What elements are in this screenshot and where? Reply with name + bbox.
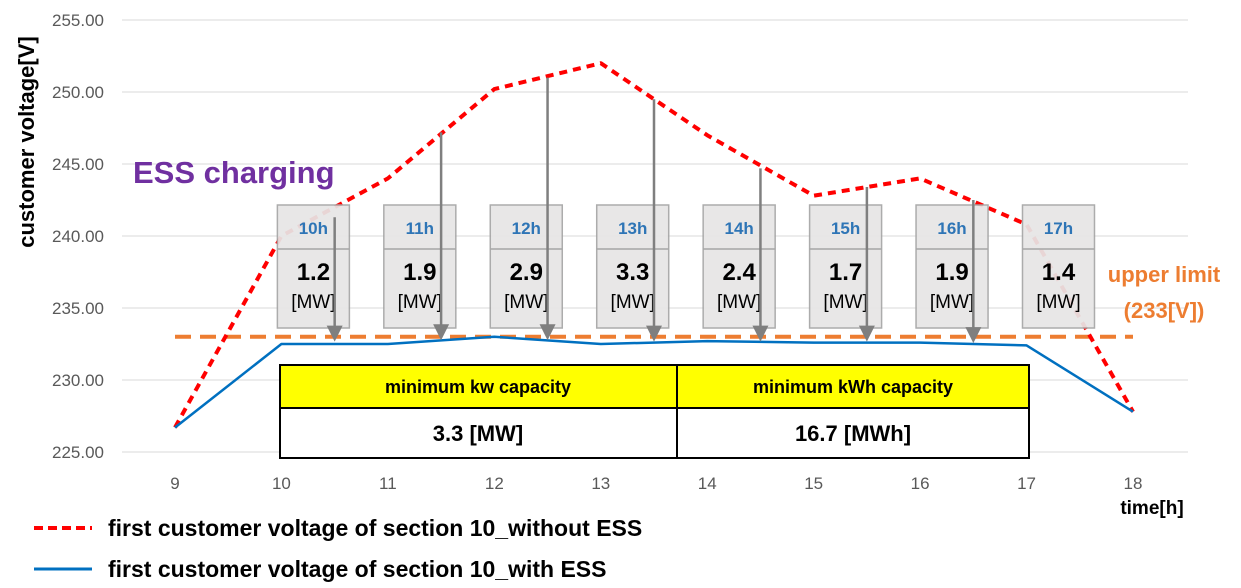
x-tick-label: 16 — [911, 474, 930, 493]
charging-box-value: 1.9 — [935, 259, 968, 286]
x-tick-label: 17 — [1017, 474, 1036, 493]
y-tick-label: 240.00 — [52, 227, 104, 246]
charging-arrow — [858, 187, 875, 342]
charging-arrow-head — [752, 325, 769, 342]
y-tick-label: 255.00 — [52, 11, 104, 30]
charging-arrow — [646, 99, 662, 342]
table-value-kw-text: 3.3 [MW] — [433, 421, 523, 446]
x-tick-label: 15 — [804, 474, 823, 493]
x-tick-label: 12 — [485, 474, 504, 493]
y-tick-label: 250.00 — [52, 83, 104, 102]
y-tick-label: 230.00 — [52, 371, 104, 390]
table-header-kwh-text: minimum kWh capacity — [753, 377, 953, 397]
charging-box: 17h 1.4 [MW] — [1021, 204, 1096, 329]
x-axis-title: time[h] — [1120, 498, 1183, 519]
y-tick-label: 245.00 — [52, 155, 104, 174]
y-tick-label: 235.00 — [52, 299, 104, 318]
charging-box-frame — [383, 204, 457, 329]
charging-box: 14h 2.4 [MW] — [702, 204, 776, 329]
y-tick-label: 225.00 — [52, 443, 104, 462]
x-tick-label: 10 — [272, 474, 291, 493]
x-tick-label: 9 — [170, 474, 179, 493]
charging-box-value: 3.3 — [616, 259, 649, 286]
table-head-kwh — [676, 364, 1030, 409]
charging-box-unit: [MW] — [717, 292, 761, 313]
charging-box-unit: [MW] — [398, 292, 442, 313]
table-header-kw-text: minimum kw capacity — [385, 377, 571, 397]
charging-box-frame — [702, 204, 776, 329]
charging-box-hour: 15h — [831, 219, 860, 238]
charging-box-value: 2.9 — [510, 259, 543, 286]
charging-box-hour: 11h — [406, 219, 434, 238]
table-cell-kwh — [676, 407, 1030, 459]
legend-label-with-ess: first customer voltage of section 10_wit… — [108, 556, 606, 582]
charging-box-value: 2.4 — [722, 259, 756, 286]
charging-box: 15h 1.7 [MW] — [808, 204, 883, 329]
legend-label-without-ess: first customer voltage of section 10_wit… — [108, 515, 642, 541]
charging-box: 13h 3.3 [MW] — [595, 204, 670, 329]
x-tick-labels: 9 10 11 12 13 14 15 16 17 18 — [170, 474, 1142, 493]
charging-box: 11h 1.9 [MW] — [383, 204, 457, 329]
x-tick-label: 13 — [591, 474, 610, 493]
charging-box-frame — [808, 204, 883, 329]
charging-box-unit: [MW] — [930, 292, 974, 313]
charging-box-hour: 14h — [725, 219, 754, 238]
charging-box-frame — [489, 204, 564, 329]
upper-limit-value-label: (233[V]) — [1124, 298, 1205, 323]
x-tick-label: 11 — [379, 474, 397, 493]
charging-box-unit: [MW] — [823, 292, 867, 313]
charging-boxes: 10h 1.2 [MW] 11h 1.9 [MW] 12h 2.9 [MW] 13h 3.3 [MW]… — [276, 204, 1096, 329]
y-axis-title: customer voltage[V] — [14, 36, 39, 248]
charging-arrow-head — [326, 325, 343, 342]
charging-arrow — [326, 217, 343, 342]
charging-box-hour: 16h — [937, 219, 966, 238]
charging-box-hour: 10h — [299, 219, 328, 238]
charging-box-hour: 12h — [512, 219, 541, 238]
charging-box-unit: [MW] — [291, 292, 335, 313]
charging-box-unit: [MW] — [611, 292, 655, 313]
table-value-kwh-text: 16.7 [MWh] — [795, 421, 911, 446]
y-tick-labels: 225.00 230.00 235.00 240.00 245.00 250.00 255.… — [52, 11, 104, 462]
x-tick-label: 14 — [698, 474, 717, 493]
charging-box-hour: 17h — [1044, 219, 1073, 238]
charging-box-frame — [276, 204, 351, 329]
charging-box-value: 1.7 — [829, 259, 862, 286]
ess-charging-label: ESS charging — [133, 155, 335, 190]
charging-arrow — [965, 200, 982, 344]
charging-box: 16h 1.9 [MW] — [915, 204, 989, 329]
series-line-with-ess — [174, 335, 1134, 429]
charging-box-value: 1.2 — [297, 259, 330, 286]
charging-arrow — [752, 168, 769, 342]
charging-box-hour: 13h — [618, 219, 647, 238]
upper-limit-label: upper limit — [1108, 262, 1221, 287]
charging-box-value: 1.9 — [403, 259, 436, 286]
charging-arrow — [539, 77, 556, 341]
series-layer — [173, 61, 1135, 429]
charging-box: 10h 1.2 [MW] — [276, 204, 351, 329]
charging-arrow — [433, 132, 450, 341]
charging-box-frame — [1021, 204, 1096, 329]
charging-arrow-head — [539, 324, 556, 341]
charging-arrow-head — [646, 325, 662, 342]
charging-arrow-head — [965, 327, 982, 344]
charging-arrow-head — [858, 325, 875, 342]
charging-box-value: 1.4 — [1042, 259, 1076, 286]
legend: first customer voltage of section 10_wit… — [34, 515, 642, 582]
charging-box-frame — [595, 204, 670, 329]
capacity-table: minimum kw capacity minimum kWh capacity… — [279, 364, 1030, 459]
table-cell-kw — [279, 407, 678, 459]
charging-arrow-head — [433, 324, 450, 341]
charging-arrows — [326, 77, 982, 344]
charging-box-frame — [915, 204, 989, 329]
charging-box-unit: [MW] — [504, 292, 548, 313]
charging-box: 12h 2.9 [MW] — [489, 204, 564, 329]
x-tick-label: 18 — [1124, 474, 1143, 493]
charging-box-unit: [MW] — [1036, 292, 1080, 313]
